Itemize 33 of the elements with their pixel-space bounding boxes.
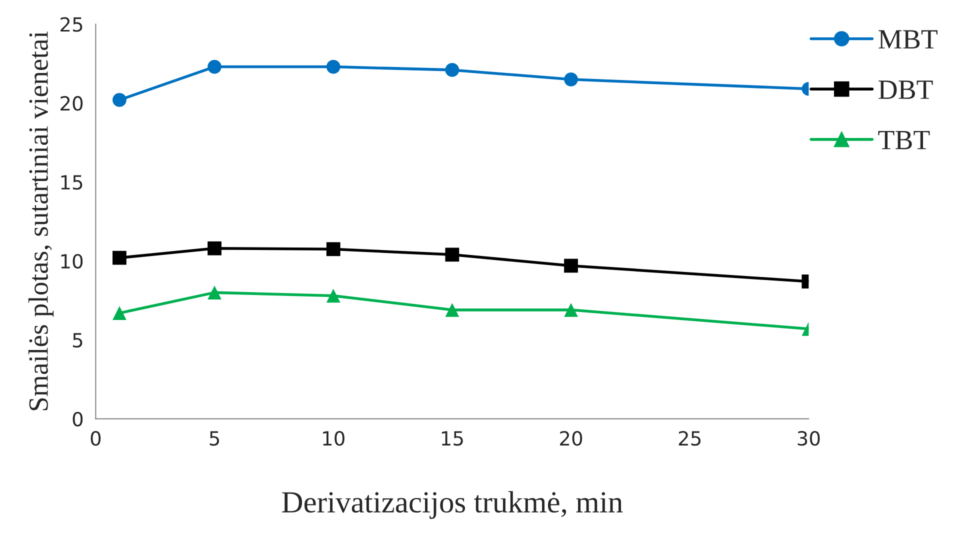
point — [208, 60, 222, 74]
x-tick-label: 15 — [442, 431, 463, 446]
x-tick-label: 10 — [323, 431, 344, 446]
legend-label: DBT — [878, 80, 933, 99]
point — [326, 242, 340, 256]
legend-label: MBT — [878, 30, 938, 49]
point — [208, 241, 222, 256]
x-tick-label: 20 — [560, 431, 582, 446]
y-tick-label: 10 — [61, 254, 83, 269]
point — [112, 250, 126, 265]
point — [112, 93, 126, 107]
point — [564, 258, 578, 273]
x-tick-label: 0 — [90, 431, 101, 446]
legend-label: TBT — [878, 130, 930, 150]
point — [564, 72, 578, 86]
x-tick-label: 25 — [678, 431, 701, 446]
y-tick-label: 15 — [61, 175, 82, 190]
y-tick-label: 5 — [73, 333, 82, 348]
y-tick-label: 25 — [60, 17, 82, 32]
point — [445, 248, 460, 262]
point — [564, 302, 578, 317]
y-tick-label: 0 — [72, 412, 83, 427]
point — [445, 302, 460, 317]
point — [445, 63, 460, 77]
point — [112, 306, 126, 320]
x-tick-label: 30 — [798, 431, 820, 446]
point — [208, 286, 222, 300]
y-axis-title: Smailės plotas, sutartiniai vienetai — [28, 32, 54, 410]
point — [326, 60, 340, 74]
y-tick-label: 20 — [60, 96, 83, 111]
x-tick-label: 5 — [210, 431, 220, 446]
point — [326, 288, 340, 303]
x-axis-title: Derivatizacijos trukmė, min — [282, 491, 623, 519]
